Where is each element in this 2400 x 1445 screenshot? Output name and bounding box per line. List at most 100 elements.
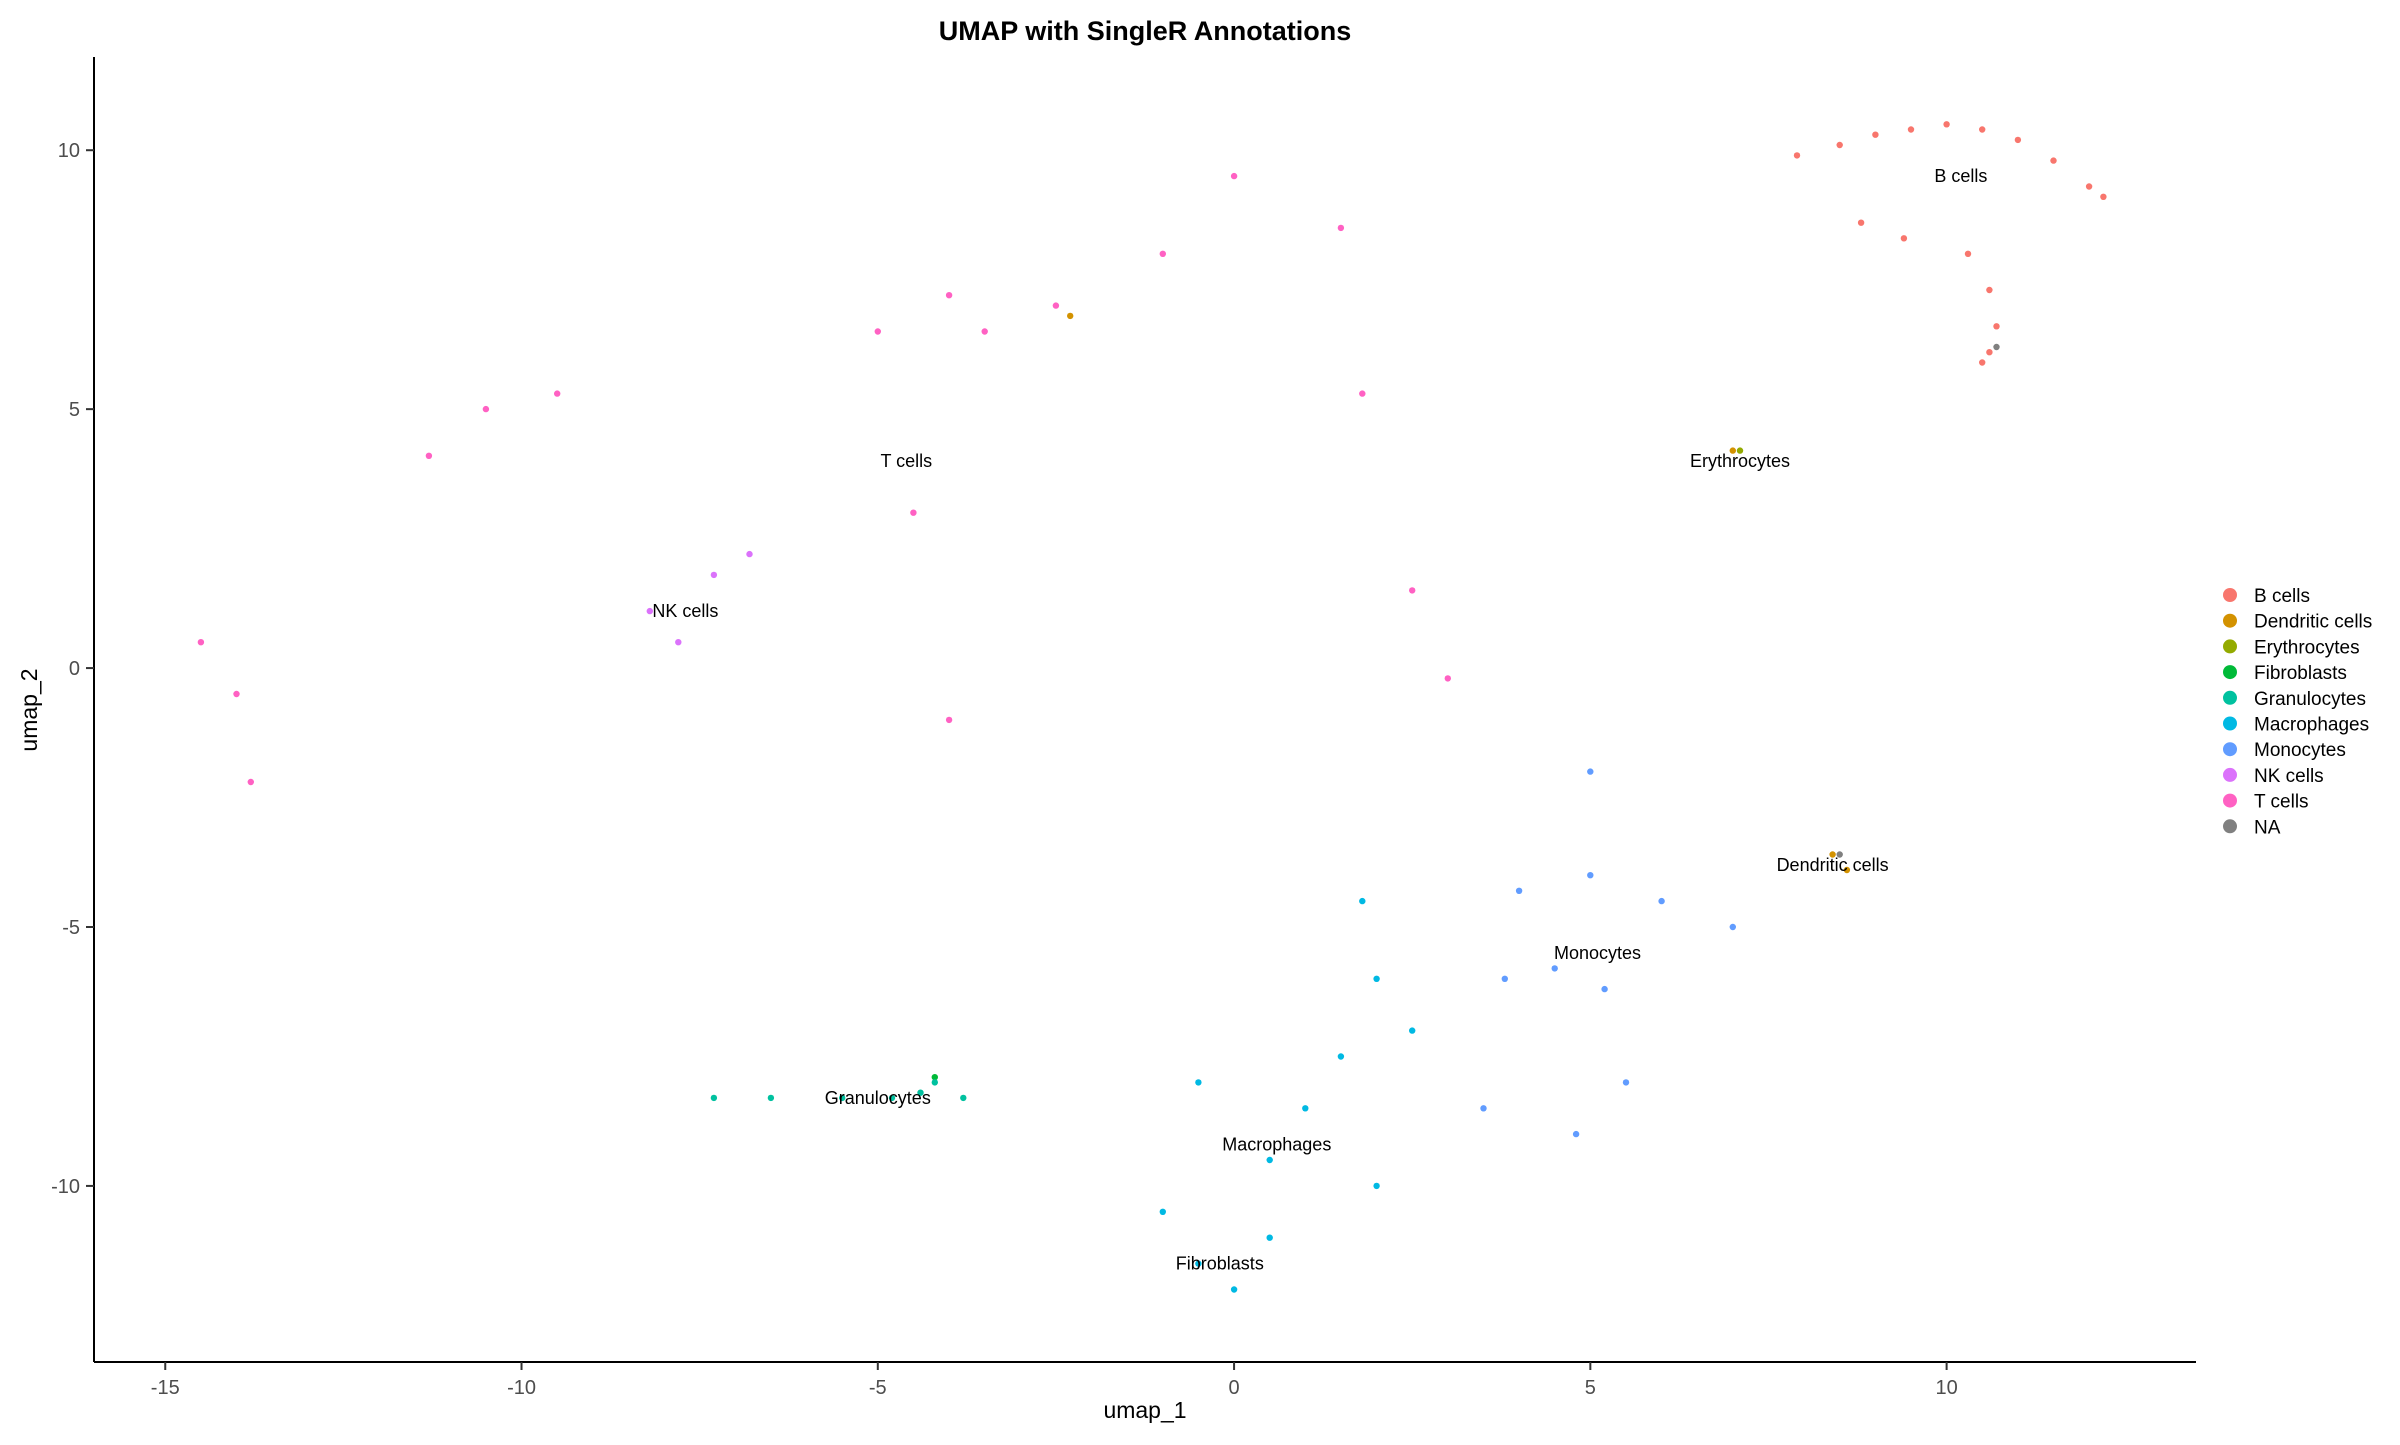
point-b-cells	[1986, 286, 1993, 294]
point-t-cells	[1359, 390, 1366, 397]
point-macrophages	[1373, 1182, 1380, 1190]
point-monocytes	[1587, 768, 1594, 775]
point-monocytes	[1658, 897, 1665, 905]
point-dendritic-cells	[1067, 312, 1074, 320]
x-tick-label: -10	[507, 1377, 536, 1399]
point-granulocytes	[960, 1094, 967, 1102]
point-monocytes	[1622, 1079, 1630, 1086]
point-t-cells	[874, 328, 881, 335]
point-macrophages	[1337, 1053, 1345, 1060]
point-macrophages	[1230, 1286, 1238, 1293]
point-granulocytes	[839, 1094, 846, 1102]
legend-key-b-cells	[2223, 588, 2237, 602]
y-axis-title: umap_2	[16, 668, 42, 751]
point-t-cells	[197, 639, 205, 646]
y-tick-label: 5	[69, 399, 80, 421]
legend-key-erythrocytes	[2223, 639, 2237, 654]
point-t-cells	[425, 452, 433, 459]
point-t-cells	[1444, 675, 1452, 682]
point-t-cells	[945, 716, 953, 724]
cluster-label: Fibroblasts	[1176, 1254, 1264, 1274]
legend: B cells Dendritic cells Erythrocytes Fibrob…	[2223, 586, 2372, 838]
point-fibroblasts	[931, 1074, 938, 1081]
point-b-cells	[1993, 323, 2000, 330]
x-tick-label: 10	[1935, 1377, 1957, 1399]
chart-title: UMAP with SingleR Annotations	[939, 16, 1352, 46]
x-axis-title: umap_1	[1103, 1397, 1186, 1423]
cluster-label: Macrophages	[1222, 1135, 1331, 1155]
point-t-cells	[910, 509, 917, 516]
y-tick-label: 10	[58, 140, 80, 162]
point-monocytes	[1501, 975, 1509, 982]
point-b-cells	[1979, 359, 1986, 366]
x-tick-label: -15	[151, 1377, 180, 1399]
points-layer	[197, 121, 2107, 1293]
point-nk-cells	[675, 639, 682, 646]
y-axis-ticks: -10 -5 0 5 10	[51, 140, 94, 1198]
point-macrophages	[1195, 1260, 1202, 1267]
point-t-cells	[1409, 587, 1416, 594]
point-macrophages	[1159, 1208, 1167, 1216]
x-tick-label: 0	[1229, 1377, 1240, 1399]
legend-key-t-cells	[2223, 793, 2237, 808]
point-macrophages	[1266, 1156, 1273, 1164]
x-tick-label: -5	[869, 1377, 887, 1399]
point-granulocytes	[888, 1094, 896, 1102]
point-b-cells	[2100, 193, 2107, 200]
point-monocytes	[1587, 872, 1594, 879]
legend-label-b-cells: B cells	[2254, 586, 2310, 607]
point-monocytes	[1572, 1130, 1580, 1138]
legend-key-na	[2223, 819, 2237, 834]
cluster-labels: B cells T cells Erythrocytes NK cells Dendri…	[652, 166, 1987, 1274]
point-t-cells	[1337, 224, 1345, 232]
legend-label-t-cells: T cells	[2254, 792, 2309, 813]
legend-label-macrophages: Macrophages	[2254, 715, 2369, 736]
point-na	[1836, 851, 1843, 858]
point-b-cells	[1964, 250, 1972, 257]
cluster-label: Erythrocytes	[1690, 451, 1790, 471]
point-nk-cells	[646, 607, 653, 615]
y-tick-label: -5	[62, 917, 80, 939]
legend-label-nk-cells: NK cells	[2254, 766, 2324, 787]
legend-label-granulocytes: Granulocytes	[2254, 689, 2366, 710]
point-granulocytes	[931, 1079, 938, 1086]
point-dendritic-cells	[1843, 866, 1851, 874]
point-b-cells	[1907, 126, 1915, 133]
point-t-cells	[233, 690, 240, 698]
point-t-cells	[981, 328, 988, 335]
point-nk-cells	[746, 550, 753, 558]
point-macrophages	[1373, 975, 1380, 982]
cluster-label: Dendritic cells	[1777, 855, 1889, 875]
point-b-cells	[1836, 141, 1843, 149]
point-b-cells	[1793, 152, 1801, 159]
x-tick-label: 5	[1585, 1377, 1596, 1399]
point-t-cells	[247, 778, 254, 786]
legend-key-nk-cells	[2223, 767, 2237, 782]
point-nk-cells	[710, 571, 718, 579]
y-tick-label: 0	[69, 658, 80, 680]
point-monocytes	[1729, 923, 1737, 931]
point-b-cells	[1900, 235, 1908, 242]
cluster-label: Monocytes	[1554, 943, 1641, 963]
point-t-cells	[1052, 302, 1060, 309]
point-macrophages	[1359, 897, 1366, 905]
legend-key-dendritic-cells	[2223, 613, 2237, 628]
point-b-cells	[2014, 136, 2022, 144]
point-granulocytes	[917, 1089, 924, 1096]
cluster-label: NK cells	[652, 601, 718, 621]
point-monocytes	[1551, 965, 1558, 972]
point-b-cells	[2050, 157, 2057, 164]
y-tick-label: -10	[51, 1176, 80, 1198]
point-b-cells	[1979, 126, 1986, 133]
point-na	[1993, 343, 2000, 351]
legend-label-dendritic-cells: Dendritic cells	[2254, 612, 2372, 633]
point-macrophages	[1409, 1027, 1416, 1034]
point-macrophages	[1266, 1234, 1273, 1241]
point-t-cells	[482, 405, 490, 413]
point-granulocytes	[767, 1094, 775, 1102]
legend-key-macrophages	[2223, 716, 2237, 731]
point-dendritic-cells	[1829, 851, 1836, 858]
legend-label-monocytes: Monocytes	[2254, 740, 2346, 761]
cluster-label: Granulocytes	[825, 1088, 931, 1108]
